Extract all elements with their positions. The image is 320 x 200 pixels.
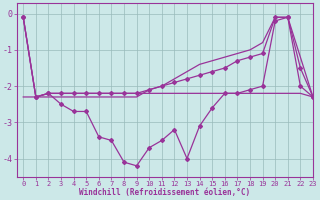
X-axis label: Windchill (Refroidissement éolien,°C): Windchill (Refroidissement éolien,°C) — [79, 188, 251, 197]
